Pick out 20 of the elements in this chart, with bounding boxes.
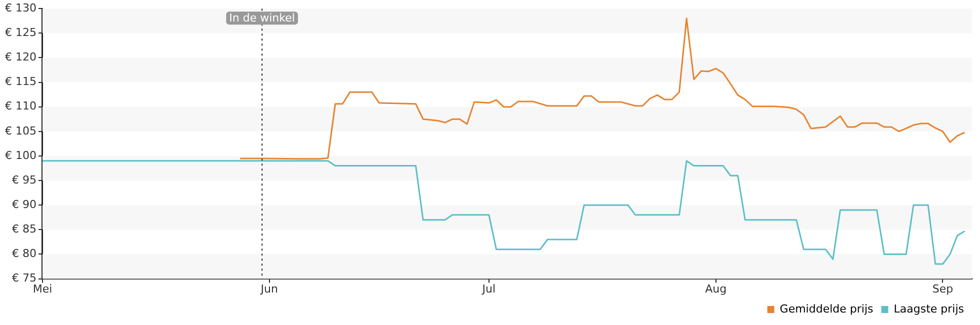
x-tick-label: Sep (932, 282, 954, 296)
y-tick-label: € 100 (4, 148, 36, 162)
y-tick-label: € 80 (12, 247, 36, 260)
x-tick-label: Jun (260, 282, 278, 296)
y-tick-label: € 120 (4, 50, 36, 64)
x-tick-label: Mei (32, 282, 52, 296)
legend-label: Laagste prijs (894, 302, 964, 316)
x-tick-label: Jul (481, 282, 496, 296)
y-tick-label: € 75 (12, 272, 36, 285)
x-tick-label: Aug (705, 282, 727, 296)
ref-line-label: In de winkel (229, 11, 295, 24)
y-tick-label: € 130 (4, 1, 36, 14)
y-tick-label: € 95 (12, 173, 36, 186)
y-tick-label: € 105 (4, 124, 36, 138)
y-tick-label: € 110 (4, 100, 36, 113)
legend-label: Gemiddelde prijs (780, 302, 874, 316)
y-tick-label: € 115 (4, 75, 36, 88)
y-tick-label: € 85 (12, 222, 36, 236)
y-tick-label: € 90 (12, 198, 36, 211)
y-tick-label: € 125 (4, 26, 36, 40)
